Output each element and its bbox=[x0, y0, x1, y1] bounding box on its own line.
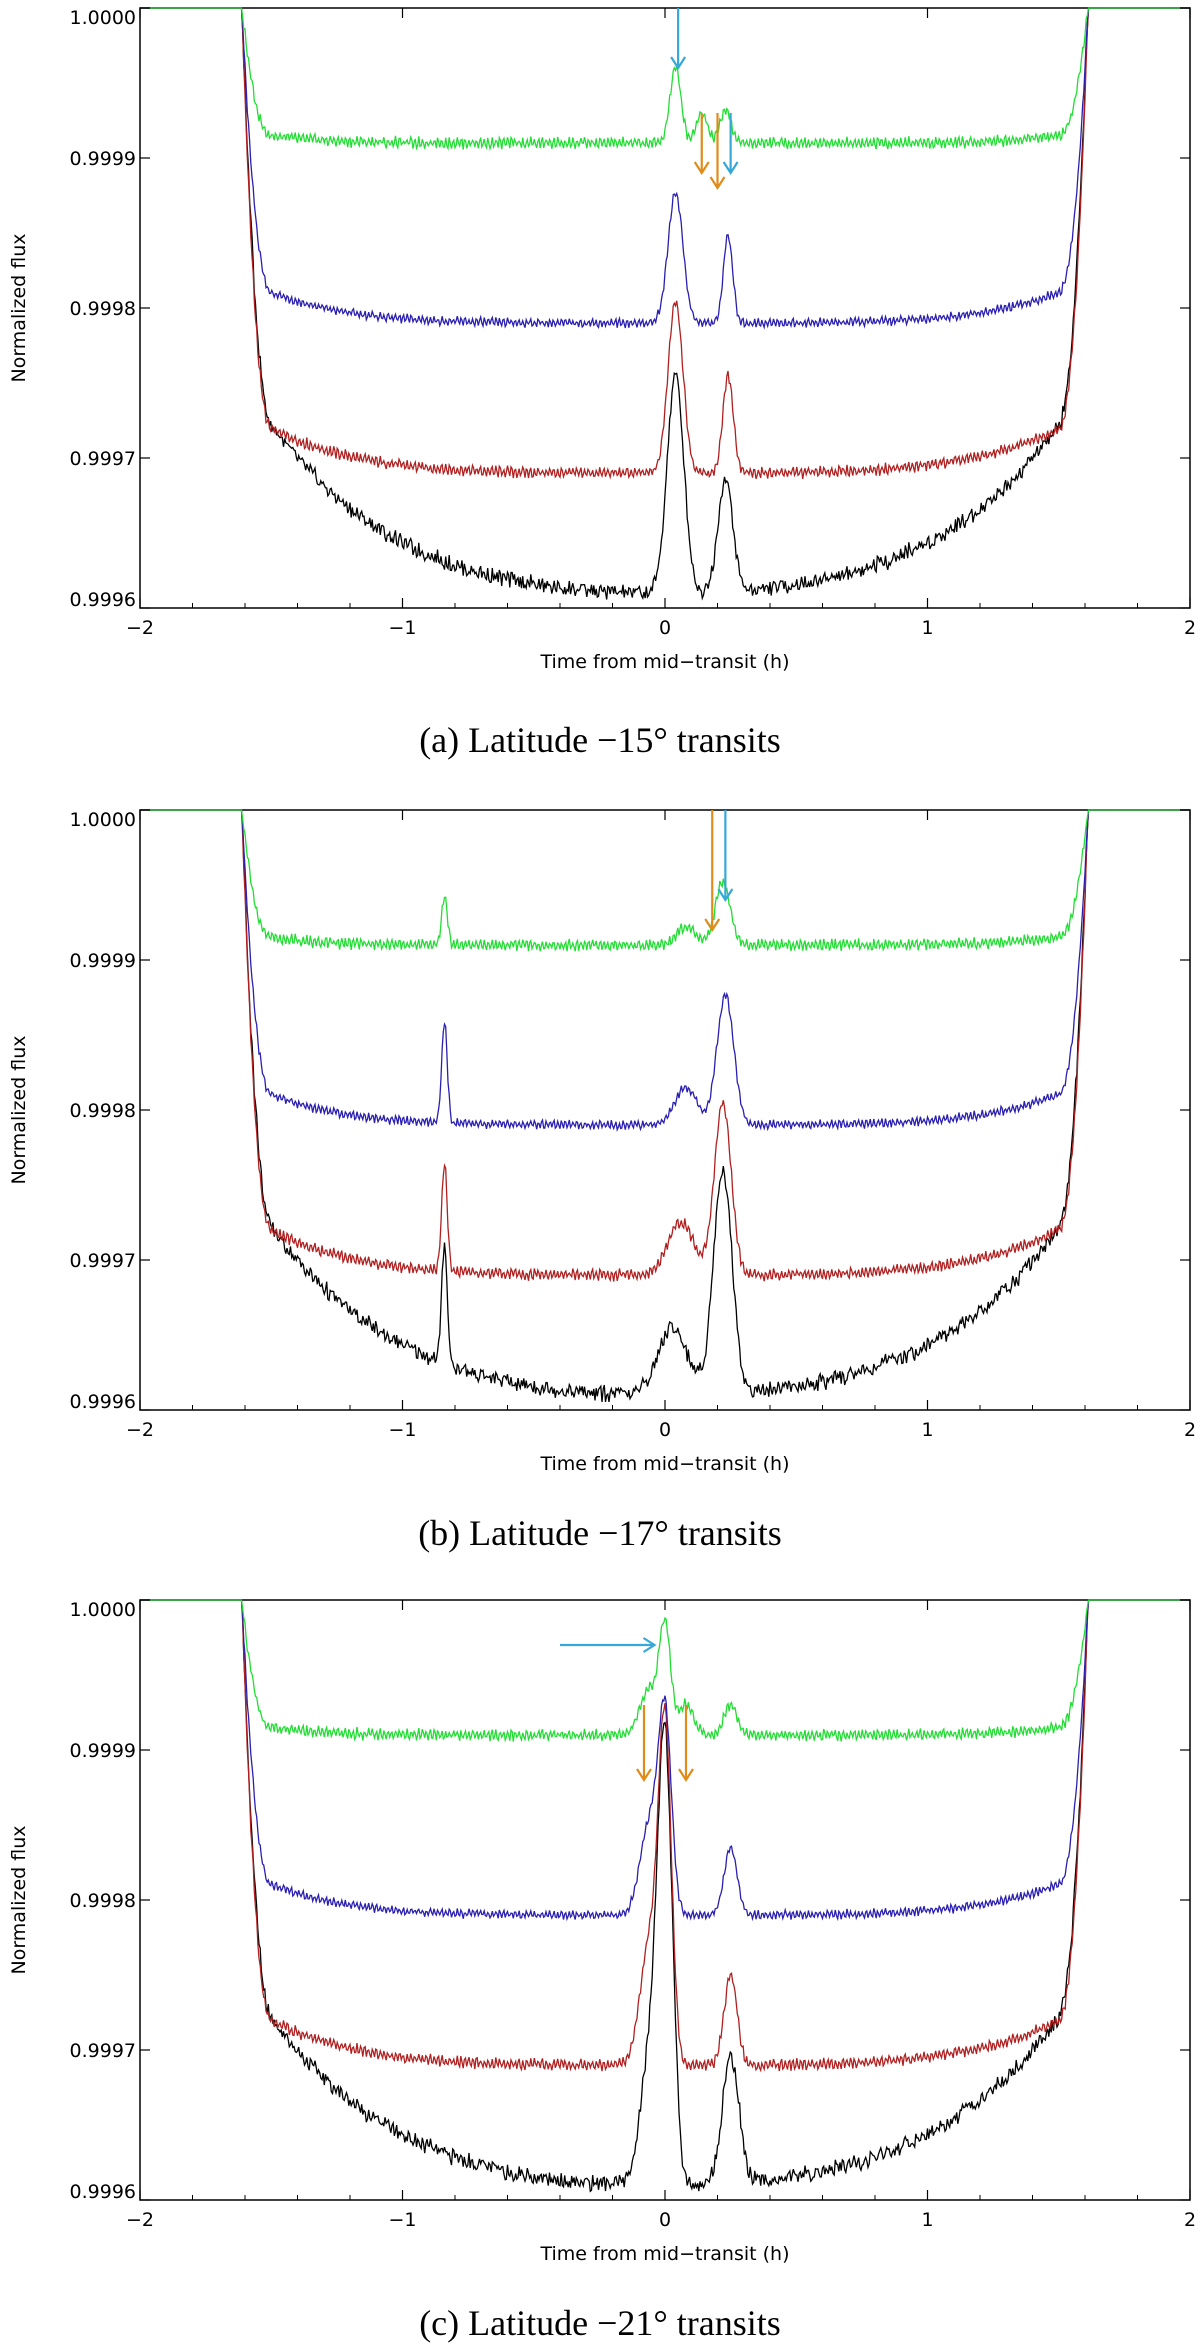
panel-b: −2 −1 0 1 2 0.9996 0.9997 0.9998 0.9999 1.0000 Ti… bbox=[8, 809, 1196, 1553]
annotation-arrow bbox=[717, 810, 734, 903]
series-layer bbox=[140, 7, 1190, 601]
series-layer bbox=[140, 1599, 1190, 2193]
x-tick-label: −2 bbox=[126, 2209, 154, 2231]
plot-frame bbox=[139, 809, 1191, 1411]
annotation-arrow bbox=[670, 8, 687, 71]
y-tick-label: 0.9998 bbox=[70, 1100, 136, 1122]
series-line-red bbox=[140, 7, 1190, 480]
y-tick-label: 1.0000 bbox=[70, 1599, 136, 1621]
y-tick-label: 0.9997 bbox=[70, 448, 136, 470]
x-tick-label: 2 bbox=[1184, 617, 1196, 639]
y-tick-label: 0.9996 bbox=[70, 589, 136, 611]
arrow-layer bbox=[560, 1637, 694, 1783]
panel-caption: (c) Latitude −21° transits bbox=[419, 2303, 781, 2343]
x-tick-label: −2 bbox=[126, 1419, 154, 1441]
x-tick-label: 1 bbox=[921, 1419, 933, 1441]
x-tick-label: 0 bbox=[659, 1419, 671, 1441]
y-tick-label: 0.9998 bbox=[70, 1890, 136, 1912]
axis-layer: −2 −1 0 1 2 0.9996 0.9997 0.9998 0.9999 1.0000 bbox=[70, 1599, 1197, 2231]
annotation-arrow bbox=[636, 1705, 652, 1783]
x-tick-label: −1 bbox=[388, 617, 416, 639]
x-tick-label: −1 bbox=[388, 2209, 416, 2231]
annotation-arrow bbox=[560, 1637, 657, 1653]
annotation-arrow bbox=[678, 1705, 694, 1783]
series-line-green bbox=[140, 1599, 1190, 1743]
x-tick-label: 1 bbox=[921, 617, 933, 639]
x-tick-label: 1 bbox=[921, 2209, 933, 2231]
arrow-layer bbox=[704, 810, 734, 933]
y-tick-label: 0.9996 bbox=[70, 1391, 136, 1413]
x-tick-label: 2 bbox=[1184, 1419, 1196, 1441]
y-tick-label: 0.9997 bbox=[70, 1250, 136, 1272]
series-line-red bbox=[140, 809, 1190, 1283]
x-tick-label: 0 bbox=[659, 617, 671, 639]
panel-caption: (b) Latitude −17° transits bbox=[418, 1513, 782, 1553]
series-layer bbox=[140, 809, 1190, 1403]
axis-layer: −2 −1 0 1 2 0.9996 0.9997 0.9998 0.9999 1.0000 bbox=[70, 7, 1197, 639]
panel-c: −2 −1 0 1 2 0.9996 0.9997 0.9998 0.9999 1.0000 Ti… bbox=[8, 1599, 1196, 2343]
y-tick-label: 1.0000 bbox=[70, 7, 136, 29]
y-tick-label: 1.0000 bbox=[70, 809, 136, 831]
y-tick-label: 0.9999 bbox=[70, 1740, 136, 1762]
y-tick-label: 0.9999 bbox=[70, 148, 136, 170]
x-axis-label: Time from mid−transit (h) bbox=[539, 651, 789, 673]
y-tick-label: 0.9998 bbox=[70, 298, 136, 320]
series-line-red bbox=[140, 1599, 1190, 2073]
arrow-layer bbox=[670, 8, 739, 191]
panel-caption: (a) Latitude −15° transits bbox=[419, 720, 781, 760]
series-line-black bbox=[140, 1599, 1190, 2193]
x-tick-label: −2 bbox=[126, 617, 154, 639]
series-line-blue bbox=[140, 809, 1190, 1132]
series-line-blue bbox=[140, 1599, 1190, 1922]
plot-frame bbox=[139, 1599, 1191, 2201]
x-axis-label: Time from mid−transit (h) bbox=[539, 1453, 789, 1475]
panel-a: −2 −1 0 1 2 0.9996 0.9997 0.9998 0.9999 1.0000 Ti… bbox=[8, 7, 1196, 760]
x-axis-label: Time from mid−transit (h) bbox=[539, 2243, 789, 2265]
axis-layer: −2 −1 0 1 2 0.9996 0.9997 0.9998 0.9999 1.0000 bbox=[70, 809, 1197, 1441]
annotation-arrow bbox=[709, 113, 726, 191]
y-axis-label: Normalized flux bbox=[8, 1825, 30, 1974]
y-tick-label: 0.9999 bbox=[70, 950, 136, 972]
series-line-black bbox=[140, 809, 1190, 1403]
annotation-arrow bbox=[722, 113, 739, 176]
y-tick-label: 0.9996 bbox=[70, 2181, 136, 2203]
annotation-arrow bbox=[704, 810, 721, 933]
x-tick-label: −1 bbox=[388, 1419, 416, 1441]
x-tick-label: 2 bbox=[1184, 2209, 1196, 2231]
y-tick-label: 0.9997 bbox=[70, 2040, 136, 2062]
series-line-blue bbox=[140, 7, 1190, 330]
series-line-black bbox=[140, 7, 1190, 601]
plot-frame bbox=[139, 7, 1191, 609]
y-axis-label: Normalized flux bbox=[8, 233, 30, 382]
x-tick-label: 0 bbox=[659, 2209, 671, 2231]
annotation-arrow bbox=[693, 113, 710, 176]
y-axis-label: Normalized flux bbox=[8, 1035, 30, 1184]
series-line-green bbox=[140, 7, 1190, 152]
series-line-green bbox=[140, 809, 1190, 952]
